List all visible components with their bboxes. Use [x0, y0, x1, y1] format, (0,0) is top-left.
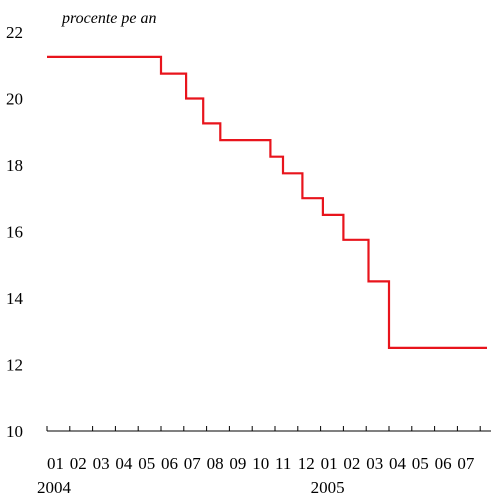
- y-tick-label: 20: [6, 90, 23, 109]
- x-tick-label: 03: [93, 454, 110, 473]
- x-tick-label: 03: [366, 454, 383, 473]
- x-tick-label: 07: [457, 454, 475, 473]
- y-tick-label: 10: [6, 422, 23, 441]
- x-tick-label: 05: [412, 454, 429, 473]
- year-label: 2005: [311, 478, 345, 497]
- x-tick-label: 11: [275, 454, 291, 473]
- x-tick-label: 02: [70, 454, 87, 473]
- x-tick-label: 07: [184, 454, 202, 473]
- series-group: [47, 55, 487, 349]
- x-tick-label: 02: [343, 454, 360, 473]
- year-label: 2004: [37, 478, 72, 497]
- y-tick-label: 16: [6, 223, 23, 242]
- x-tick-label: 01: [47, 454, 64, 473]
- series-line: [47, 55, 487, 349]
- y-tick-label: 14: [6, 289, 24, 308]
- x-tick-label: 04: [115, 454, 132, 473]
- y-tick-label: 12: [6, 356, 23, 375]
- y-axis: 10 12 14 16 18 20 22: [6, 23, 24, 441]
- y-axis-label: procente pe an: [61, 10, 156, 27]
- x-tick-label: 05: [138, 454, 155, 473]
- x-tick-label: 09: [229, 454, 246, 473]
- x-tick-label: 06: [161, 454, 178, 473]
- x-tick-label: 06: [435, 454, 452, 473]
- x-tick-label: 08: [207, 454, 224, 473]
- y-tick-label: 22: [6, 23, 23, 42]
- y-tick-label: 18: [6, 156, 23, 175]
- x-axis: 01 02 03 04 05 06 07 08 09 10 11 12 01 02 03 04 05 06 07 20…: [37, 426, 491, 497]
- x-tick-label: 01: [321, 454, 338, 473]
- x-tick-label: 10: [252, 454, 269, 473]
- x-tick-label: 12: [298, 454, 315, 473]
- x-tick-label: 04: [389, 454, 407, 473]
